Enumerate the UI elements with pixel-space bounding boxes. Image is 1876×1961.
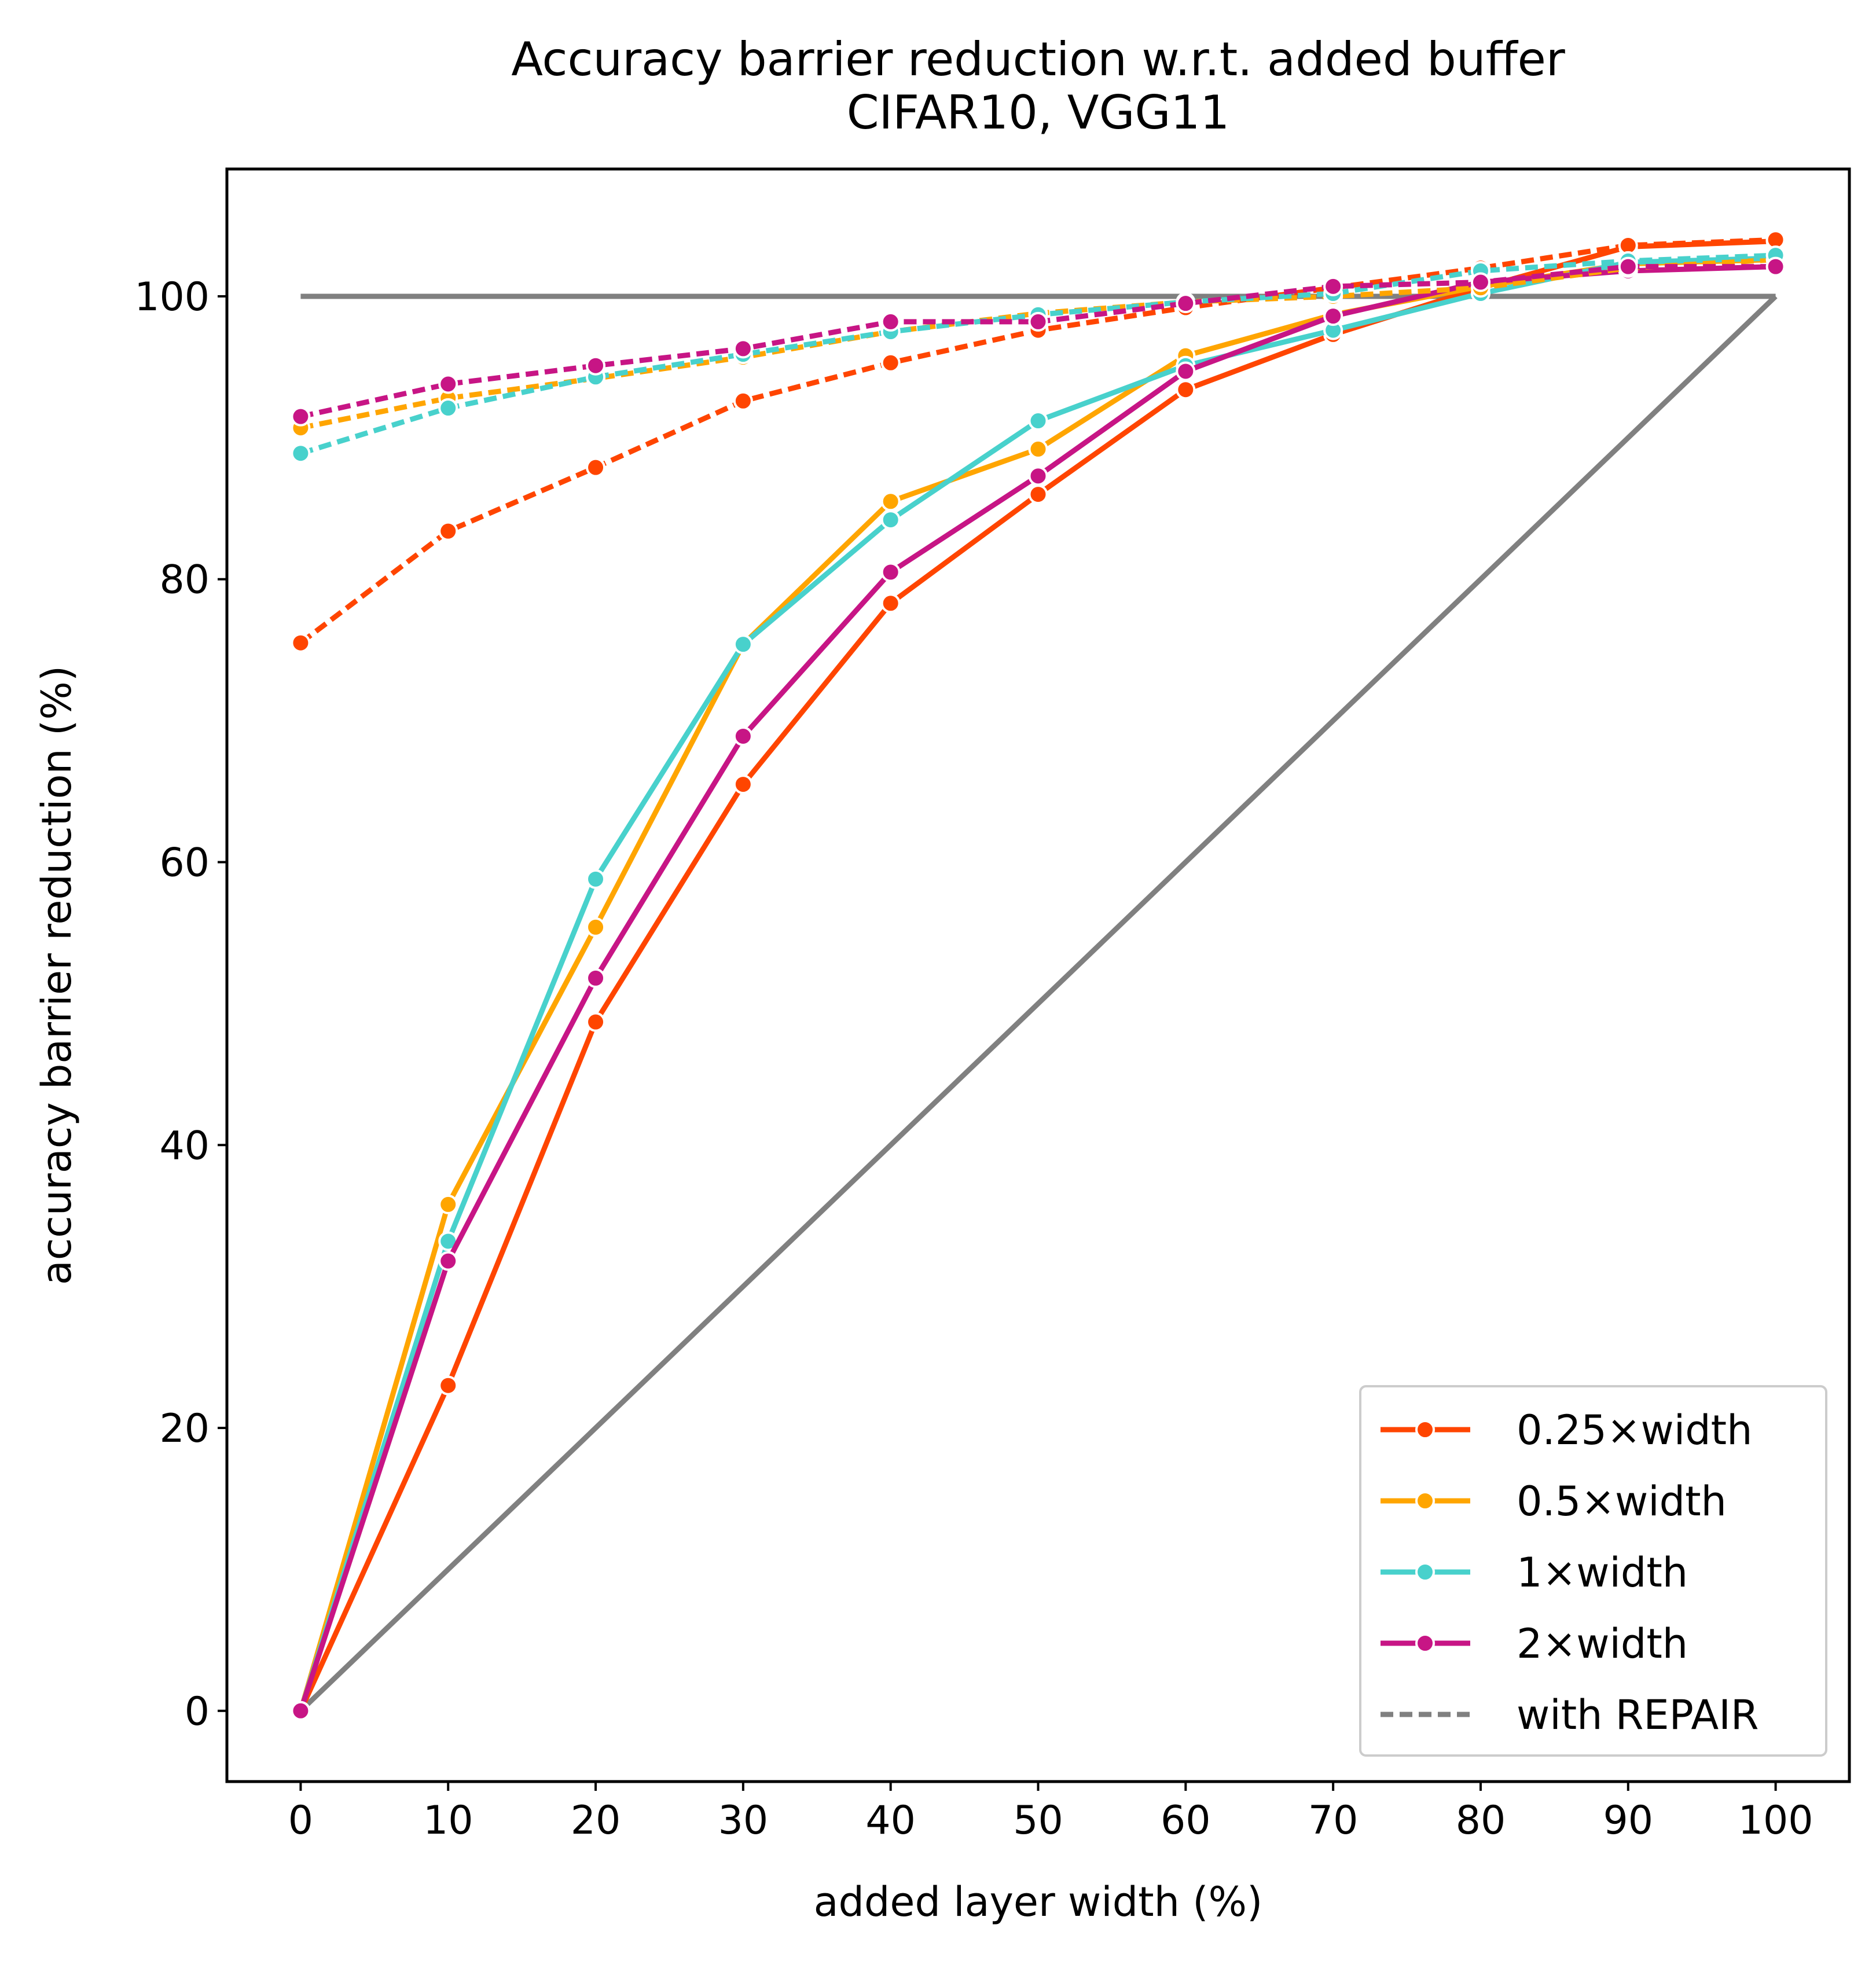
series-point: [880, 593, 901, 614]
series-point: [586, 917, 606, 937]
series-point: [1323, 276, 1343, 296]
legend-swatch-marker: [1415, 1633, 1435, 1653]
legend-label: 2×width: [1517, 1620, 1688, 1668]
series-point: [1323, 306, 1343, 326]
x-tick-label: 60: [1161, 1798, 1211, 1844]
legend-swatch-marker: [1415, 1491, 1435, 1511]
legend-swatch-marker: [1415, 1562, 1435, 1582]
series-point: [586, 869, 606, 889]
legend-item-4: with REPAIR: [1381, 1691, 1759, 1739]
x-tick-label: 40: [865, 1798, 916, 1844]
x-tick-label: 10: [423, 1798, 473, 1844]
x-tick-label: 70: [1308, 1798, 1359, 1844]
legend-item-2: 1×width: [1381, 1549, 1688, 1596]
series-point: [880, 491, 901, 512]
series-point: [880, 352, 901, 373]
series-point: [733, 634, 753, 655]
title-line-0: Accuracy barrier reduction w.r.t. added …: [511, 32, 1565, 86]
series-point: [880, 562, 901, 582]
y-axis-ticks: 0 20 40 60 80 100: [134, 274, 227, 1735]
x-axis-ticks: 0 10 20 30 40 50 60 70 80 90 100: [288, 1782, 1813, 1844]
legend-item-1: 0.5×width: [1381, 1478, 1727, 1525]
x-tick-label: 80: [1456, 1798, 1506, 1844]
series-point: [438, 1194, 458, 1214]
series-point: [1470, 272, 1490, 292]
axis-labels: added layer width (%) accuracy barrier re…: [33, 666, 1262, 1926]
series-point: [1176, 361, 1196, 381]
y-tick-label: 60: [159, 840, 210, 886]
series-point: [291, 1701, 311, 1721]
title-line-1: CIFAR10, VGG11: [847, 86, 1230, 139]
series-point: [733, 774, 753, 795]
y-tick-label: 100: [134, 274, 210, 320]
series-point: [1028, 311, 1048, 332]
series-point: [291, 633, 311, 653]
series-point: [1028, 439, 1048, 459]
x-tick-label: 100: [1738, 1798, 1813, 1844]
series-point: [438, 1375, 458, 1396]
y-tick-label: 0: [185, 1689, 210, 1735]
legend-item-3: 2×width: [1381, 1620, 1688, 1668]
series-point: [880, 311, 901, 332]
series-point: [1618, 256, 1638, 277]
legend-label: 1×width: [1517, 1549, 1688, 1596]
series-point: [1176, 380, 1196, 400]
legend-label: 0.5×width: [1517, 1478, 1727, 1525]
legend: 0.25×width 0.5×width 1×width 2×width with RE…: [1359, 1385, 1827, 1757]
x-tick-label: 20: [571, 1798, 621, 1844]
series-point: [438, 1251, 458, 1271]
series-point: [1028, 466, 1048, 486]
series-point: [586, 355, 606, 376]
y-tick-label: 20: [159, 1406, 210, 1452]
x-tick-label: 90: [1603, 1798, 1654, 1844]
legend-box: [1359, 1385, 1827, 1757]
chart-title: Accuracy barrier reduction w.r.t. added …: [511, 32, 1565, 139]
series-point: [586, 1012, 606, 1032]
series-point: [733, 726, 753, 746]
series-point: [586, 457, 606, 478]
series-point: [733, 391, 753, 411]
series-point: [438, 374, 458, 394]
series-point: [733, 339, 753, 359]
legend-label: 0.25×width: [1517, 1407, 1752, 1454]
reference-lines: [299, 293, 1778, 1713]
series-point: [438, 521, 458, 541]
legend-item-0: 0.25×width: [1381, 1407, 1752, 1454]
series-point: [1765, 256, 1786, 277]
x-axis-label: added layer width (%): [814, 1878, 1263, 1926]
series-point: [880, 510, 901, 530]
series-point: [438, 398, 458, 418]
series-point: [1028, 411, 1048, 431]
x-tick-label: 0: [288, 1798, 313, 1844]
legend-label: with REPAIR: [1517, 1691, 1759, 1739]
series-repair-7: [291, 256, 1786, 427]
series-lines: [291, 230, 1786, 1721]
y-axis-label: accuracy barrier reduction (%): [33, 666, 80, 1285]
y-tick-label: 80: [159, 557, 210, 603]
reference-line-1: [299, 294, 1778, 1713]
y-tick-label: 40: [159, 1123, 210, 1169]
series-point: [1028, 484, 1048, 505]
series-point: [291, 406, 311, 427]
series-point: [1176, 293, 1196, 314]
legend-swatch-marker: [1415, 1420, 1435, 1439]
x-tick-label: 50: [1013, 1798, 1063, 1844]
x-tick-label: 30: [718, 1798, 769, 1844]
series-point: [586, 968, 606, 988]
series-point: [291, 443, 311, 464]
